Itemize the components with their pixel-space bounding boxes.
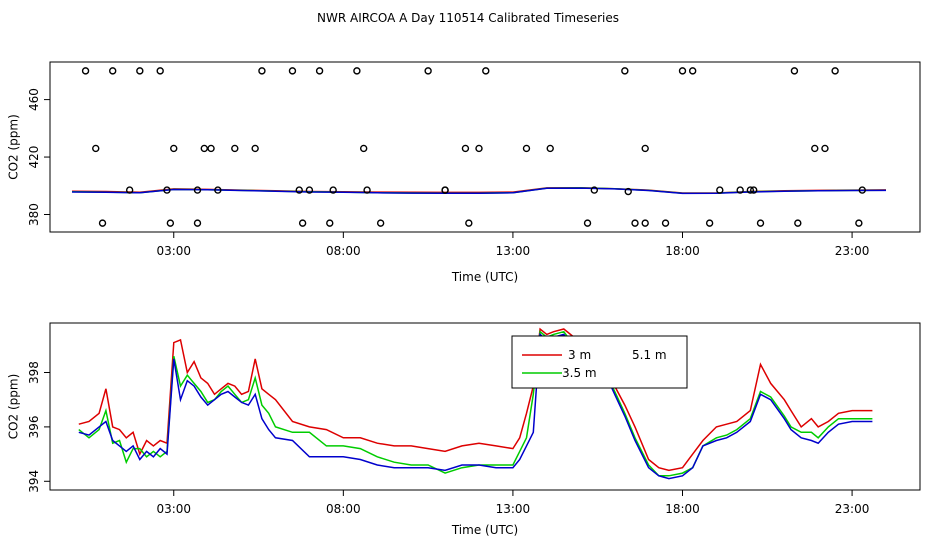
calibration-point xyxy=(166,219,175,227)
calibration-point xyxy=(98,219,107,227)
calibration-point xyxy=(156,67,164,75)
calibration-point xyxy=(193,219,202,227)
calibration-point xyxy=(424,67,432,75)
calibration-point xyxy=(214,186,222,194)
calibration-point xyxy=(163,186,171,194)
y-tick-label: 420 xyxy=(27,146,41,169)
calibration-point xyxy=(756,219,765,227)
y-tick-label: 394 xyxy=(27,470,41,493)
calibration-point xyxy=(81,67,90,75)
series-line-red xyxy=(78,327,873,472)
calibration-point xyxy=(546,144,554,153)
x-tick-label: 03:00 xyxy=(156,502,191,516)
calibration-point xyxy=(678,67,687,75)
legend-label: 3 m xyxy=(568,348,591,362)
x-tick-label: 18:00 xyxy=(665,244,700,258)
calibration-point xyxy=(855,219,863,227)
calibration-point xyxy=(231,144,239,153)
calibration-point xyxy=(288,67,297,75)
calibration-point xyxy=(315,67,324,75)
x-axis-label: Time (UTC) xyxy=(451,523,518,537)
calibration-point xyxy=(329,186,337,194)
top-panel: 03:00 08:00 13:00 18:00 23:00 Time (UTC) 380 42… xyxy=(7,61,921,284)
plot-frame xyxy=(49,322,921,491)
calibration-point xyxy=(583,219,592,227)
series-line-green xyxy=(78,330,873,477)
y-axis-label: CO2 (ppm) xyxy=(7,114,21,180)
calibration-point xyxy=(858,186,866,194)
x-axis-label: Time (UTC) xyxy=(451,270,518,284)
calibration-point xyxy=(376,219,385,227)
calibration-point xyxy=(207,144,215,153)
calibration-point xyxy=(522,144,531,153)
calibration-point xyxy=(790,67,799,75)
calibration-point xyxy=(193,186,202,194)
calibration-point xyxy=(125,186,134,194)
y-tick-label: 380 xyxy=(27,203,41,226)
x-tick-label: 23:00 xyxy=(835,502,870,516)
calibration-point xyxy=(475,144,483,153)
calibration-point xyxy=(363,186,371,194)
calibration-point xyxy=(624,187,632,196)
calibration-point xyxy=(136,67,144,75)
calibration-point xyxy=(631,219,639,227)
calibration-point xyxy=(688,67,697,75)
y-axis-label: CO2 (ppm) xyxy=(7,374,21,440)
x-tick-label: 03:00 xyxy=(156,244,191,258)
bottom-panel: 03:00 08:00 13:00 18:00 23:00 Time (UTC) 394 39… xyxy=(7,322,921,537)
y-tick-label: 398 xyxy=(27,361,41,384)
calibration-point xyxy=(641,144,649,153)
calibration-point xyxy=(465,219,473,227)
calibration-point xyxy=(590,186,599,194)
calibration-point xyxy=(705,219,714,227)
calibration-point xyxy=(251,144,259,153)
calibration-point xyxy=(831,67,839,75)
calibration-point xyxy=(461,144,470,153)
calibration-point xyxy=(359,144,368,153)
legend-label: 5.1 m xyxy=(632,348,667,362)
calibration-point xyxy=(716,186,724,194)
calibration-point xyxy=(750,186,758,194)
calibration-point xyxy=(92,144,100,153)
x-tick-label: 13:00 xyxy=(496,502,531,516)
x-tick-label: 18:00 xyxy=(665,502,700,516)
calibration-point xyxy=(811,144,819,153)
y-tick-label: 396 xyxy=(27,415,41,438)
x-tick-label: 13:00 xyxy=(496,244,531,258)
series-line-blue xyxy=(71,187,887,195)
y-tick-label: 460 xyxy=(27,88,41,111)
calibration-point xyxy=(108,67,117,75)
x-tick-label: 08:00 xyxy=(326,244,361,258)
plot-frame xyxy=(49,61,921,233)
calibration-point xyxy=(441,186,449,194)
calibration-point xyxy=(170,144,178,153)
calibration-point xyxy=(326,219,334,227)
calibration-point xyxy=(353,67,361,75)
legend-box xyxy=(511,335,688,389)
x-tick-label: 08:00 xyxy=(326,502,361,516)
x-tick-label: 23:00 xyxy=(835,244,870,258)
calibration-point xyxy=(736,186,744,194)
calibration-point xyxy=(305,186,314,194)
calibration-point xyxy=(661,219,670,227)
calibration-point xyxy=(746,186,755,194)
calibration-point xyxy=(298,219,307,227)
calibration-point xyxy=(621,67,629,75)
calibration-point xyxy=(482,67,490,75)
calibration-point xyxy=(821,144,829,153)
calibration-point xyxy=(794,219,802,227)
legend-label: 3.5 m xyxy=(562,366,597,380)
calibration-point xyxy=(200,144,208,153)
figure-title: NWR AIRCOA A Day 110514 Calibrated Times… xyxy=(317,11,619,25)
calibration-point xyxy=(258,67,266,75)
calibration-point xyxy=(641,219,649,227)
calibration-point xyxy=(295,186,303,194)
series-line-blue xyxy=(78,332,873,480)
